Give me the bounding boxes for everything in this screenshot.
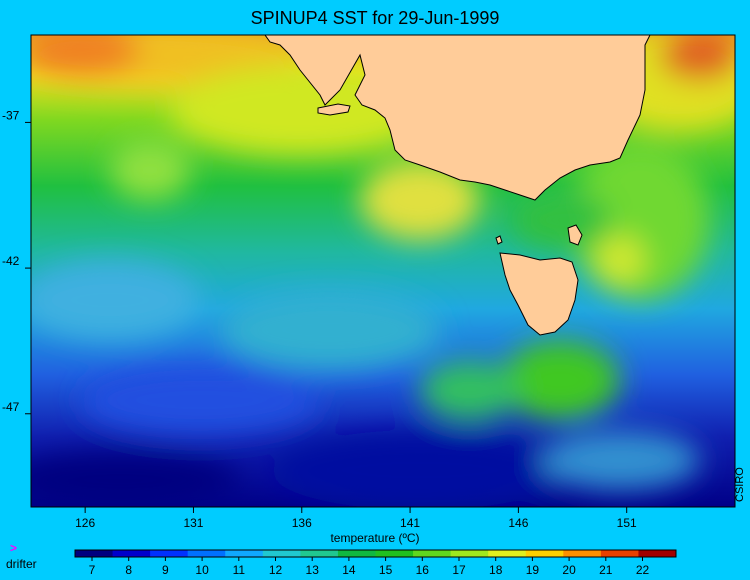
drifter-label: drifter <box>6 557 37 571</box>
color-bar-segment <box>600 550 639 557</box>
color-bar-segment <box>525 550 564 557</box>
drifter-marker-icon: > <box>10 541 18 555</box>
color-bar-frame <box>74 549 677 558</box>
color-bar-segment <box>488 550 527 557</box>
legend-tick-label: 17 <box>452 563 466 577</box>
legend-tick-label: 11 <box>233 563 246 577</box>
color-bar-segment <box>563 550 602 557</box>
legend-tick-label: 9 <box>162 563 169 577</box>
color-bar-segment <box>75 550 114 557</box>
color-bar-segment <box>150 550 189 557</box>
king-island <box>495 235 503 245</box>
y-tick-label: -37 <box>2 108 20 122</box>
legend-tick-label: 14 <box>342 563 356 577</box>
legend-tick-label: 16 <box>416 563 430 577</box>
legend-tick-label: 13 <box>306 563 320 577</box>
legend-tick-label: 19 <box>526 563 540 577</box>
mainland-australia <box>264 35 651 201</box>
legend-title: temperature (ºC) <box>330 531 420 545</box>
legend-tick-label: 7 <box>89 563 96 577</box>
y-axis-ticks: -37 -42 -47 <box>2 108 31 415</box>
legend-tick-label: 12 <box>269 563 283 577</box>
color-bar-segment <box>262 550 301 557</box>
x-tick-label: 146 <box>508 516 528 530</box>
flinders-island <box>567 224 583 246</box>
color-bar-segment <box>375 550 414 557</box>
x-tick-label: 141 <box>400 516 420 530</box>
legend-tick-label: 8 <box>125 563 132 577</box>
color-bar-segment <box>225 550 264 557</box>
plot-frame <box>30 34 736 508</box>
map-title: SPINUP4 SST for 29-Jun-1999 <box>250 8 500 28</box>
legend-tick-label: 22 <box>636 563 650 577</box>
y-tick-label: -47 <box>2 400 20 414</box>
color-bar-segment <box>187 550 226 557</box>
legend-tick-label: 20 <box>562 563 576 577</box>
y-tick-label: -42 <box>2 254 20 268</box>
x-tick-label: 131 <box>183 516 203 530</box>
x-tick-label: 136 <box>292 516 312 530</box>
color-bar-segment <box>450 550 489 557</box>
color-bar-segment <box>413 550 452 557</box>
legend-tick-label: 21 <box>599 563 613 577</box>
legend-tick-label: 15 <box>379 563 393 577</box>
credit-label: CSIRO <box>734 467 746 502</box>
x-tick-label: 151 <box>617 516 637 530</box>
color-bar: 7 8 9 10 11 12 13 14 15 16 17 18 19 20 21 22 <box>74 549 677 577</box>
x-axis-ticks: 126 131 136 141 146 151 <box>75 507 637 530</box>
color-bar-segment <box>112 550 151 557</box>
legend-tick-label: 18 <box>489 563 503 577</box>
color-bar-segment <box>337 550 376 557</box>
kangaroo-island <box>317 103 351 116</box>
tasmania <box>499 252 579 336</box>
legend-tick-label: 10 <box>195 563 209 577</box>
color-bar-segment <box>638 550 677 557</box>
color-bar-segment <box>300 550 339 557</box>
temperature-field <box>31 35 735 507</box>
x-tick-label: 126 <box>75 516 95 530</box>
